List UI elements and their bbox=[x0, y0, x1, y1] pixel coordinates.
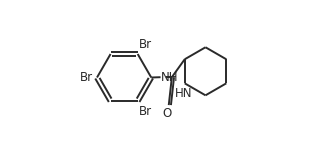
Text: Br: Br bbox=[80, 71, 93, 84]
Text: NH: NH bbox=[161, 71, 179, 84]
Text: O: O bbox=[162, 107, 172, 120]
Text: Br: Br bbox=[139, 105, 152, 118]
Text: Br: Br bbox=[139, 38, 152, 51]
Text: HN: HN bbox=[174, 87, 192, 100]
